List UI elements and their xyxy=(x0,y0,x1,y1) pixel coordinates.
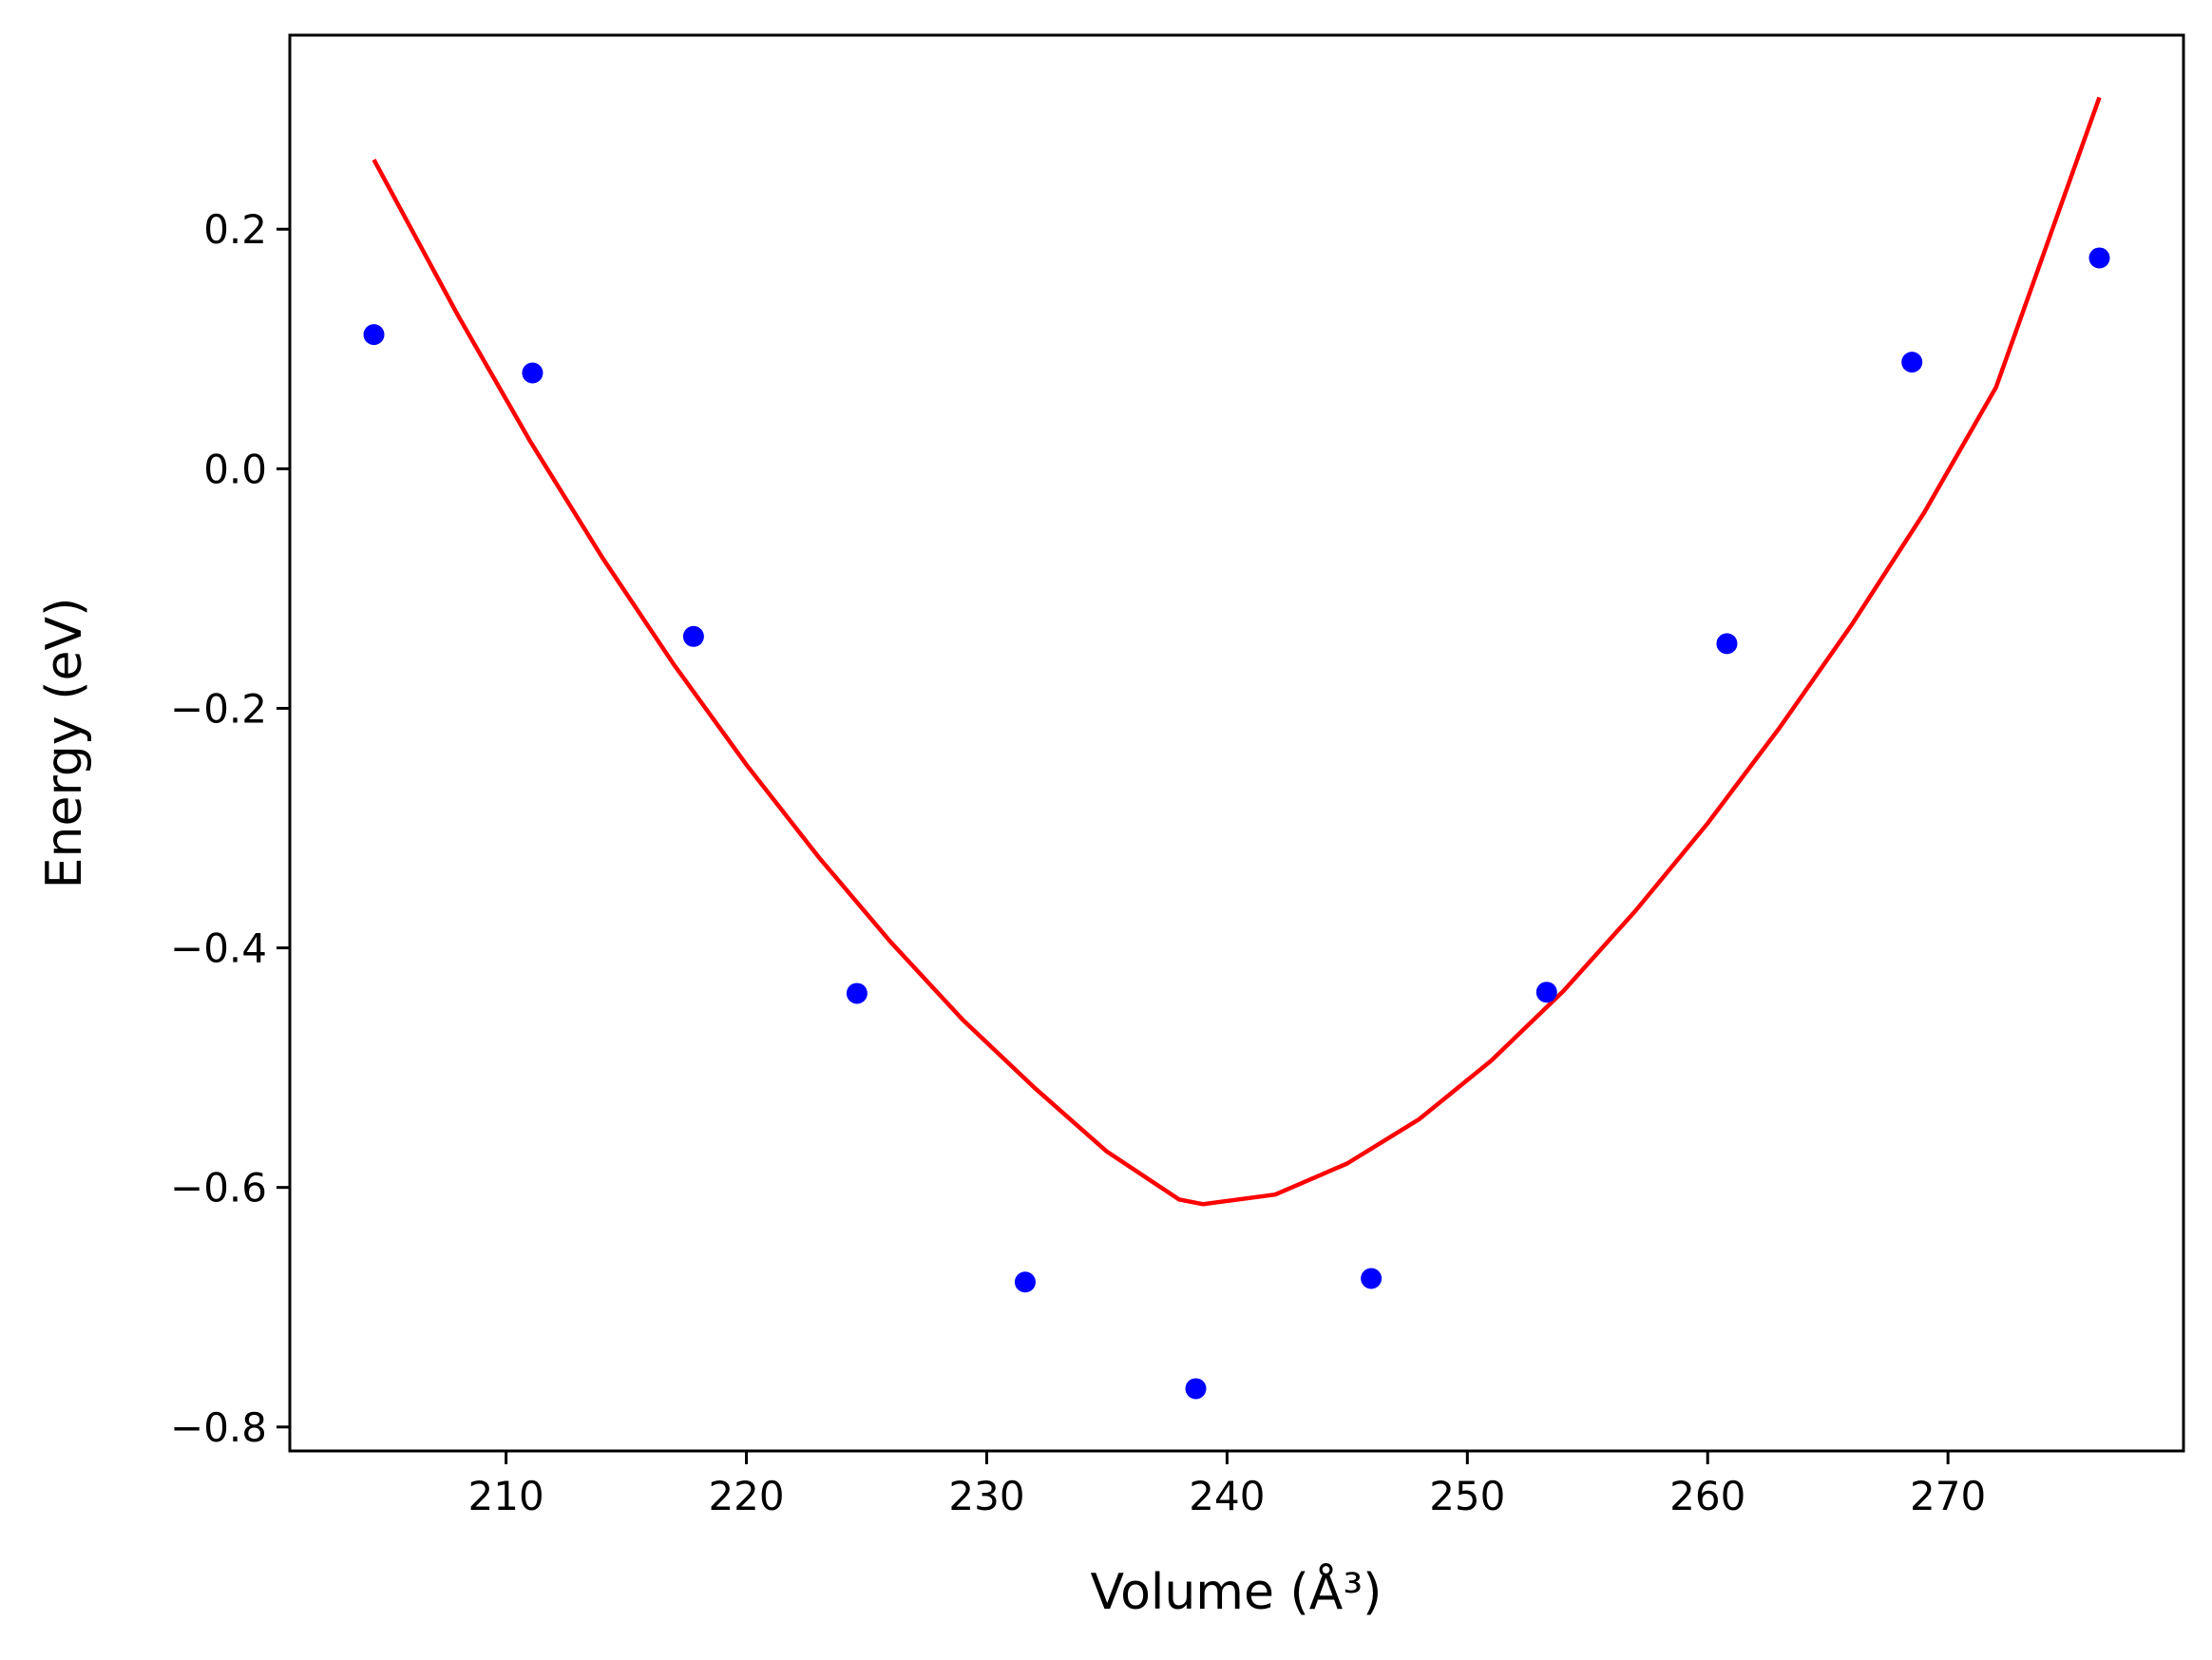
x-tick-label: 230 xyxy=(948,1473,1024,1519)
y-axis-title: Energy (eV) xyxy=(36,598,93,889)
y-tick-label: 0.0 xyxy=(203,446,267,492)
x-tick-label: 270 xyxy=(1910,1473,1986,1519)
data-point-11 xyxy=(2088,247,2110,269)
y-tick-label: −0.4 xyxy=(170,925,267,972)
data-points-layer xyxy=(363,247,2110,1400)
data-point-6 xyxy=(1185,1378,1207,1400)
data-point-5 xyxy=(1014,1271,1036,1293)
x-tick-label: 260 xyxy=(1669,1473,1745,1519)
y-tick-label: −0.6 xyxy=(170,1165,267,1212)
y-tick-label: 0.2 xyxy=(203,206,267,253)
x-tick-label: 220 xyxy=(708,1473,784,1519)
y-axis-ticks: 0.2 0.0 −0.2 −0.4 −0.6 −0.8 xyxy=(170,206,290,1451)
fit-curve-layer xyxy=(372,96,2102,1207)
y-tick-label: −0.2 xyxy=(170,685,267,732)
data-point-10 xyxy=(1901,352,1923,373)
data-point-1 xyxy=(363,324,385,346)
data-point-7 xyxy=(1361,1268,1382,1289)
data-point-8 xyxy=(1535,982,1557,1003)
fit-curve xyxy=(372,96,2102,1207)
data-point-9 xyxy=(1716,633,1738,655)
y-tick-label: −0.8 xyxy=(170,1404,267,1451)
data-point-2 xyxy=(522,362,543,384)
x-tick-label: 210 xyxy=(468,1473,544,1519)
x-axis-ticks: 210 220 230 240 250 260 270 xyxy=(468,1451,1986,1519)
x-tick-label: 240 xyxy=(1189,1473,1265,1519)
plot-area-frame xyxy=(288,33,2185,1453)
data-point-3 xyxy=(682,625,704,647)
x-tick-label: 250 xyxy=(1429,1473,1505,1519)
x-axis-title: Volume (Å³) xyxy=(1091,1562,1382,1621)
data-point-4 xyxy=(846,983,868,1004)
